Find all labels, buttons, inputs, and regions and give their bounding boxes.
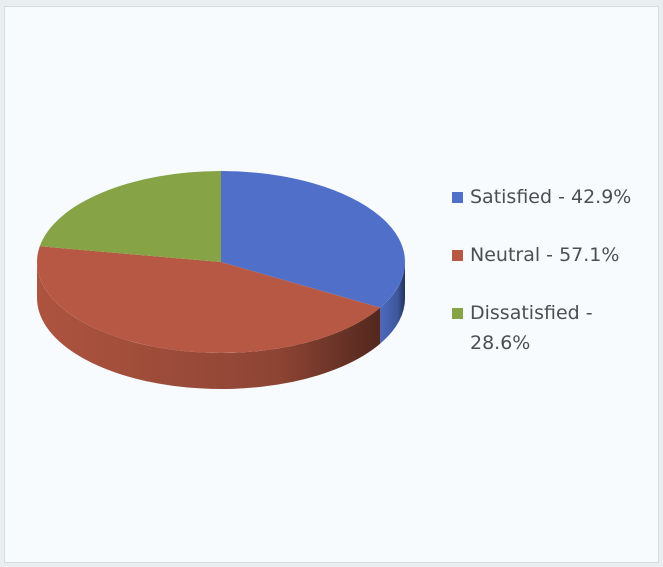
legend-item-dissatisfied: Dissatisfied - 28.6% (452, 298, 652, 358)
legend-item-satisfied: Satisfied - 42.9% (452, 182, 652, 212)
legend-label-neutral: Neutral - 57.1% (470, 244, 620, 266)
pie-slice-neutral (36, 246, 381, 354)
legend-label-satisfied: Satisfied - 42.9% (470, 186, 632, 208)
legend-item-neutral: Neutral - 57.1% (452, 240, 652, 270)
legend-swatch-dissatisfied (452, 308, 463, 319)
legend-label-dissatisfied: Dissatisfied - 28.6% (470, 302, 593, 354)
pie-side-satisfied (380, 262, 405, 344)
legend: Satisfied - 42.9% Neutral - 57.1% Dissat… (452, 182, 652, 358)
pie-slice-dissatisfied (39, 171, 222, 262)
legend-swatch-satisfied (452, 192, 463, 203)
pie-top (36, 171, 406, 354)
pie-side-neutral (36, 262, 381, 390)
pie-depth (36, 262, 405, 390)
legend-swatch-neutral (452, 250, 463, 261)
pie-slice-satisfied (221, 171, 406, 308)
